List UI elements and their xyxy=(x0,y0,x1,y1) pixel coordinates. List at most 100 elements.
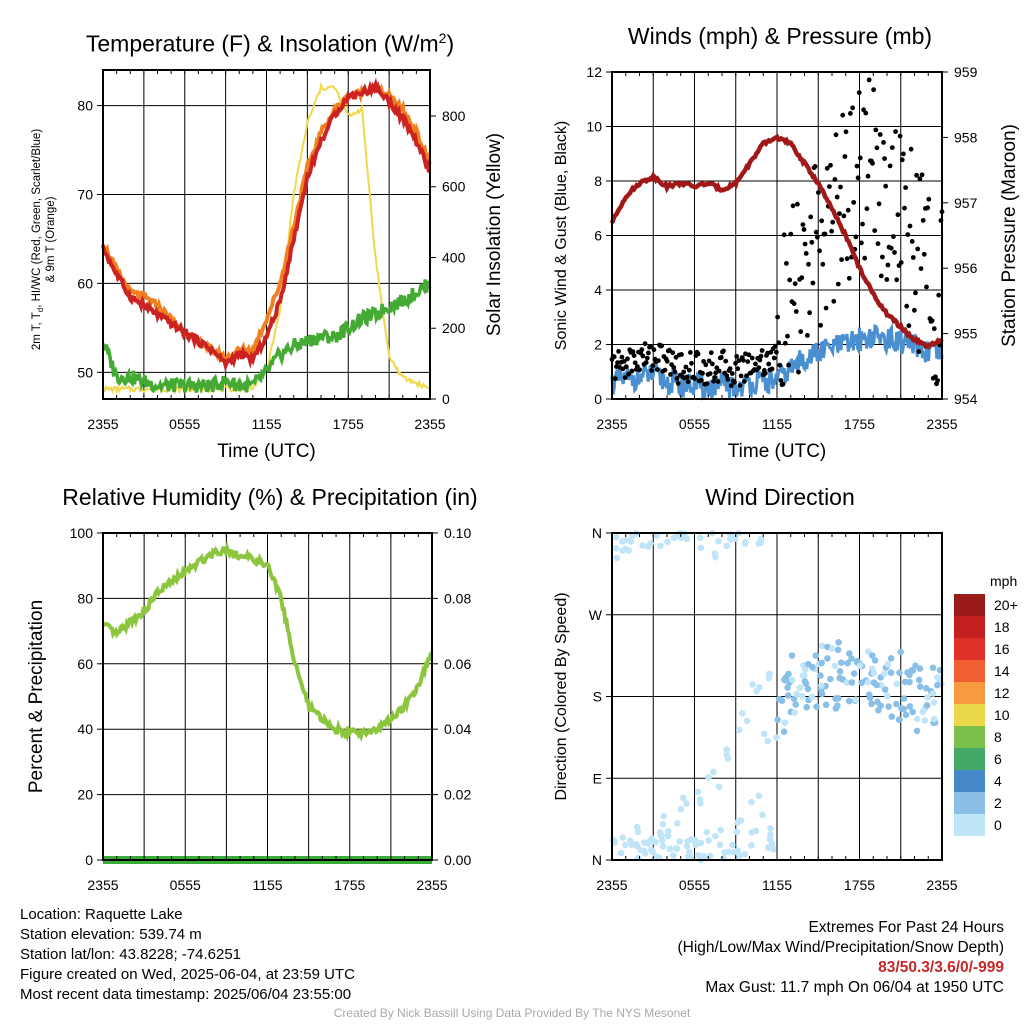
colorbar-label: 0 xyxy=(994,817,1002,833)
wdir-point xyxy=(700,852,707,860)
colorbar-title: mph xyxy=(990,573,1017,589)
wdir-point xyxy=(717,826,724,834)
gust-point xyxy=(908,146,914,152)
gust-point xyxy=(735,366,741,372)
wdir-point xyxy=(715,537,722,545)
wdir-point xyxy=(916,683,924,690)
wdir-point xyxy=(670,852,677,859)
wdir-point xyxy=(871,657,879,664)
gust-point xyxy=(892,250,897,255)
wdir-point xyxy=(764,737,771,745)
gust-point xyxy=(629,368,635,374)
gust-point xyxy=(800,222,806,228)
gust-point xyxy=(823,305,829,311)
wdir-point xyxy=(781,719,789,727)
wdir-point xyxy=(850,670,858,677)
wdir-point xyxy=(887,655,895,662)
gust-point xyxy=(933,374,938,380)
gust-point xyxy=(776,340,782,346)
gust-point xyxy=(936,292,942,298)
gust-point xyxy=(711,378,716,384)
wdir-point xyxy=(715,783,723,791)
wdir-point xyxy=(848,655,855,662)
gust-point xyxy=(649,368,655,373)
wdir-point xyxy=(818,659,825,667)
wdir-point xyxy=(868,700,875,708)
wdir-point xyxy=(909,708,916,716)
gust-point xyxy=(909,239,915,244)
temp-ytick-right-label: 400 xyxy=(442,249,466,265)
gust-point xyxy=(732,379,737,385)
gust-point xyxy=(729,371,735,376)
wdir-point xyxy=(673,845,681,852)
winds-chart-title: Winds (mph) & Pressure (mb) xyxy=(627,23,933,49)
gust-point xyxy=(656,358,661,363)
rh-line xyxy=(101,541,434,743)
wdir-point xyxy=(743,717,751,725)
wind-line xyxy=(610,323,944,401)
gust-point xyxy=(769,366,775,372)
wdir-point xyxy=(716,841,724,849)
wdir-point xyxy=(760,730,768,738)
rh-ytick-label: 60 xyxy=(77,656,93,672)
rh-ytick-right-label: 0.02 xyxy=(444,787,471,803)
gust-point xyxy=(816,190,821,196)
gust-point xyxy=(860,221,865,227)
rh-ytick-right-label: 0.10 xyxy=(444,525,471,541)
gust-point xyxy=(875,241,881,247)
wdir-ytick-label: S xyxy=(593,689,602,705)
wdir-point xyxy=(774,716,781,724)
temp-xtick-label: 1155 xyxy=(251,416,281,432)
rh-ylabel-left: Percent & Precipitation xyxy=(26,600,47,793)
gust-point xyxy=(850,105,855,111)
gust-point xyxy=(865,173,871,179)
gust-point xyxy=(895,212,901,218)
gust-point xyxy=(834,194,840,200)
wdir-point xyxy=(656,829,664,836)
winds-xtick-label: 2355 xyxy=(596,416,627,432)
wdir-point xyxy=(677,805,685,813)
wdir-point xyxy=(885,703,892,710)
gust-point xyxy=(778,378,784,383)
gust-point xyxy=(872,228,878,234)
rh-ytick-right-label: 0.06 xyxy=(444,656,471,672)
gust-point xyxy=(771,355,777,361)
wdir-point xyxy=(712,832,719,840)
gust-point xyxy=(772,343,778,349)
pressure-line xyxy=(609,133,944,350)
colorbar-swatch xyxy=(954,748,985,770)
winds-ytick-right-label: 957 xyxy=(954,195,978,211)
colorbar-label: 6 xyxy=(994,751,1002,767)
rh-ytick-right-label: 0.04 xyxy=(444,721,471,737)
wdir-point xyxy=(836,668,844,675)
wdir-point xyxy=(781,677,789,684)
gust-point xyxy=(925,205,931,211)
wdir-point xyxy=(648,846,655,854)
gust-point xyxy=(894,277,900,283)
wdir-point xyxy=(644,840,652,847)
gust-point xyxy=(787,277,793,283)
wdir-point xyxy=(683,800,690,807)
wdir-point xyxy=(676,838,683,845)
wdir-point xyxy=(622,841,629,849)
temp-plot-area: 2355 0555 1155 1755 235550607080020040060080… xyxy=(31,69,505,462)
winds-ylabel-right: Station Pressure (Maroon) xyxy=(999,124,1020,347)
gust-point xyxy=(910,255,916,260)
temp-ytick-right-label: 200 xyxy=(442,320,466,336)
rh-ytick-label: 40 xyxy=(77,721,93,737)
gust-point xyxy=(880,254,885,260)
gust-point xyxy=(915,246,921,252)
gust-point xyxy=(740,357,746,363)
gust-point xyxy=(671,365,677,370)
gust-point xyxy=(774,349,779,355)
wdir-point xyxy=(734,847,742,854)
wdir-point xyxy=(921,717,929,724)
wdir-point xyxy=(703,828,710,836)
gust-point xyxy=(759,348,765,353)
wdir-point xyxy=(835,639,842,646)
gust-point xyxy=(914,172,919,178)
gust-point xyxy=(805,333,810,338)
wdir-point xyxy=(697,534,704,542)
gust-point xyxy=(898,260,904,265)
winds-ylabel-left: Sonic Wind & Gust (Blue, Black) xyxy=(553,121,570,350)
